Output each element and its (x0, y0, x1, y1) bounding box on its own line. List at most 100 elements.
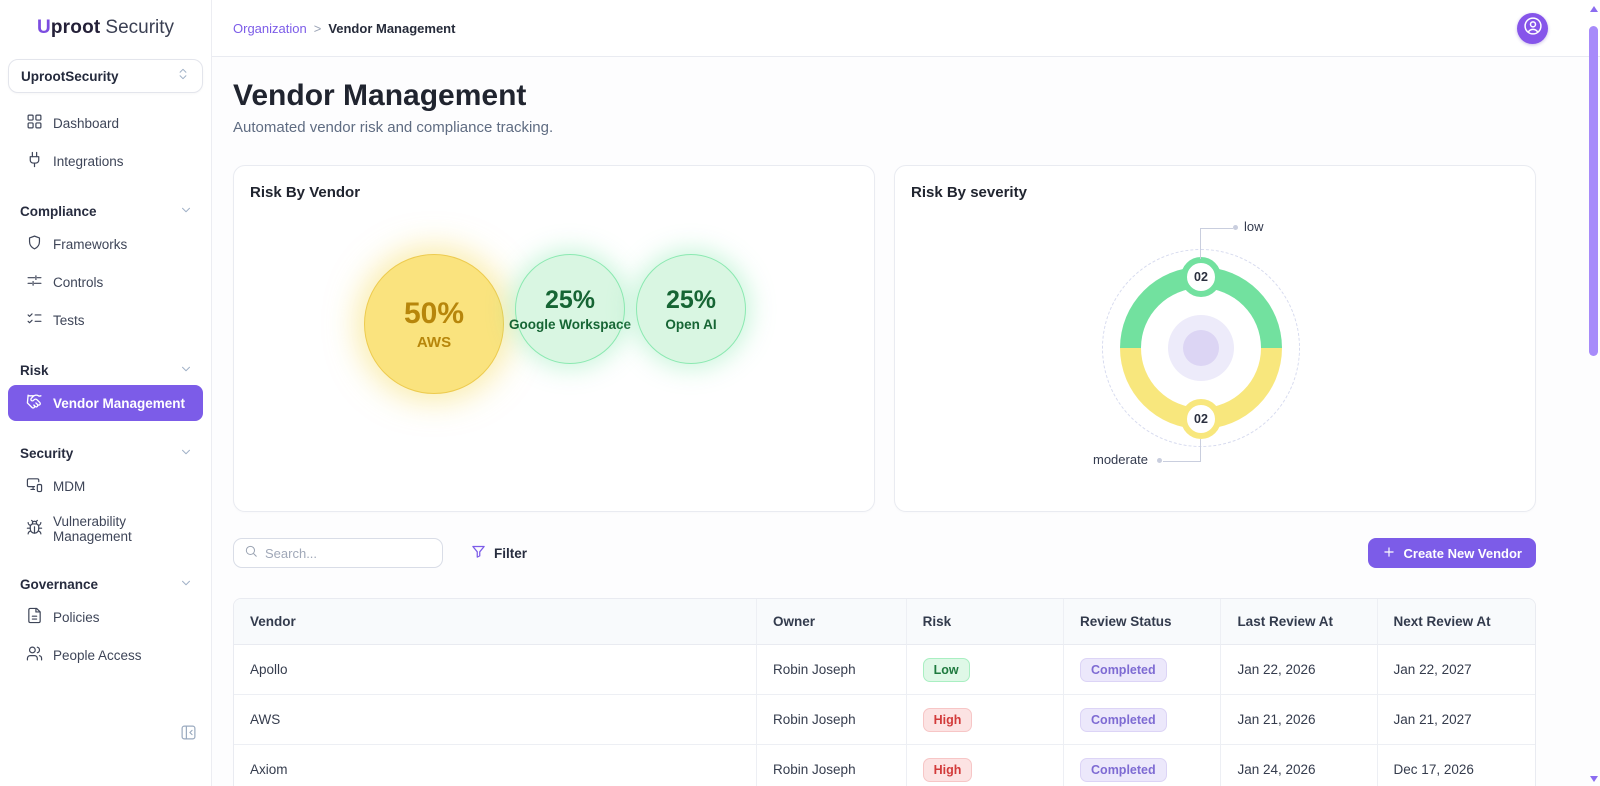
section-label: Compliance (20, 204, 97, 219)
sidebar-collapse-icon[interactable] (180, 724, 197, 746)
table-row[interactable]: Axiom Robin Joseph High Completed Jan 24… (234, 745, 1535, 786)
last-review-cell: Jan 24, 2026 (1221, 745, 1378, 786)
moderate-count-badge: 02 (1181, 399, 1221, 439)
column-header-next-review[interactable]: Next Review At (1377, 599, 1535, 645)
vendor-cell: Apollo (234, 645, 758, 695)
bubble-aws[interactable]: 50% AWS (364, 254, 504, 394)
bubble-open-ai[interactable]: 25% Open AI (636, 254, 746, 364)
sidebar-item-controls[interactable]: Controls (8, 264, 203, 300)
column-header-review-status[interactable]: Review Status (1064, 599, 1222, 645)
table-row[interactable]: Apollo Robin Joseph Low Completed Jan 22… (234, 645, 1535, 695)
low-segment-label: low (1244, 219, 1264, 234)
search-input[interactable] (265, 545, 432, 561)
low-connector-line (1200, 228, 1201, 259)
column-header-risk[interactable]: Risk (906, 599, 1065, 645)
plug-icon (26, 151, 43, 171)
status-badge: Completed (1080, 707, 1167, 732)
vendor-cell: Axiom (234, 745, 758, 786)
owner-cell: Robin Joseph (757, 645, 907, 695)
sidebar-item-label: Frameworks (53, 236, 128, 252)
users-icon (26, 645, 43, 665)
sidebar-item-vulnerability-management[interactable]: Vulnerability Management (8, 506, 203, 552)
column-header-last-review[interactable]: Last Review At (1221, 599, 1378, 645)
sidebar-item-vendor-management[interactable]: Vendor Management (8, 385, 203, 421)
moderate-connector-line (1163, 461, 1201, 462)
breadcrumb-separator: > (313, 20, 322, 36)
sidebar-item-label: People Access (53, 647, 142, 663)
sidebar-section-compliance[interactable]: Compliance (0, 197, 211, 224)
sidebar-item-policies[interactable]: Policies (8, 599, 203, 635)
search-icon (244, 544, 258, 563)
last-review-cell: Jan 21, 2026 (1221, 695, 1378, 745)
sidebar-item-label: Integrations (53, 153, 124, 169)
risk-badge: Low (922, 657, 970, 682)
sidebar-section-security[interactable]: Security (0, 439, 211, 466)
risk-by-vendor-card: Risk By Vendor 50% AWS 25% Google Worksp… (233, 165, 875, 512)
filter-button[interactable]: Filter (471, 544, 527, 562)
risk-badge: High (922, 757, 973, 782)
sliders-icon (26, 272, 43, 292)
sidebar-item-integrations[interactable]: Integrations (8, 143, 203, 179)
create-label: Create New Vendor (1403, 545, 1523, 561)
donut-center-inner (1183, 330, 1219, 366)
bug-icon (26, 519, 43, 539)
breadcrumb-current: Vendor Management (328, 20, 456, 36)
chevron-down-icon (179, 576, 193, 593)
status-cell: Completed (1064, 695, 1222, 745)
monitor-smartphone-icon (26, 476, 43, 496)
charts-row: Risk By Vendor 50% AWS 25% Google Worksp… (233, 165, 1536, 512)
sidebar-item-label: Controls (53, 274, 104, 290)
brand-name-bold: Uproot (36, 17, 101, 38)
bubble-label: AWS (416, 334, 452, 351)
create-new-vendor-button[interactable]: Create New Vendor (1367, 538, 1536, 568)
owner-cell: Robin Joseph (757, 745, 907, 786)
bubble-google-workspace[interactable]: 25% Google Workspace (509, 254, 631, 364)
card-title: Risk By severity (911, 184, 1027, 201)
search-box (233, 538, 443, 568)
status-badge: Completed (1080, 757, 1167, 782)
chevron-down-icon (179, 203, 193, 220)
risk-cell: High (906, 745, 1065, 786)
user-avatar-button[interactable] (1517, 12, 1548, 44)
column-header-vendor[interactable]: Vendor (234, 599, 758, 645)
status-badge: Completed (1080, 657, 1167, 682)
org-selector[interactable]: UprootSecurity (8, 59, 203, 93)
main-area: Organization > Vendor Management Vendor … (212, 0, 1600, 786)
page-title: Vendor Management (233, 79, 527, 112)
donut-dashed-ring (1102, 249, 1300, 447)
sidebar-item-frameworks[interactable]: Frameworks (8, 226, 203, 262)
brand-logo: Uproot Security (0, 0, 211, 49)
sidebar-item-dashboard[interactable]: Dashboard (8, 105, 203, 141)
section-label: Security (20, 446, 74, 461)
scrollbar-thumb[interactable] (1589, 26, 1598, 356)
low-connector-line (1200, 228, 1233, 229)
scrollbar-down-arrow[interactable] (1590, 776, 1598, 782)
bubble-percentage: 50% (403, 297, 465, 330)
vendors-table: Vendor Owner Risk Review Status Last Rev… (233, 598, 1536, 786)
brand-name-light: Security (105, 17, 175, 38)
next-review-cell: Jan 22, 2027 (1377, 645, 1535, 695)
sidebar-item-tests[interactable]: Tests (8, 302, 203, 338)
moderate-segment-label: moderate (1093, 452, 1148, 467)
sidebar-item-label: Tests (53, 312, 85, 328)
table-row[interactable]: AWS Robin Joseph High Completed Jan 21, … (234, 695, 1535, 745)
risk-cell: High (906, 695, 1065, 745)
page-subtitle: Automated vendor risk and compliance tra… (233, 119, 554, 136)
chevrons-up-down-icon (176, 67, 190, 86)
sidebar-item-people-access[interactable]: People Access (8, 637, 203, 673)
sidebar-item-label: Dashboard (53, 115, 120, 131)
breadcrumb: Organization > Vendor Management (233, 21, 455, 36)
scrollbar-up-arrow[interactable] (1590, 6, 1598, 12)
sidebar-item-mdm[interactable]: MDM (8, 468, 203, 504)
sidebar-section-risk[interactable]: Risk (0, 356, 211, 383)
moderate-connector-line (1200, 439, 1201, 461)
breadcrumb-organization[interactable]: Organization (233, 20, 307, 36)
sidebar-section-governance[interactable]: Governance (0, 570, 211, 597)
column-header-owner[interactable]: Owner (757, 599, 907, 645)
card-title: Risk By Vendor (250, 184, 361, 201)
low-connector-dot (1233, 225, 1238, 230)
user-circle-icon (1523, 16, 1543, 41)
status-cell: Completed (1064, 745, 1222, 786)
risk-badge: High (922, 707, 973, 732)
